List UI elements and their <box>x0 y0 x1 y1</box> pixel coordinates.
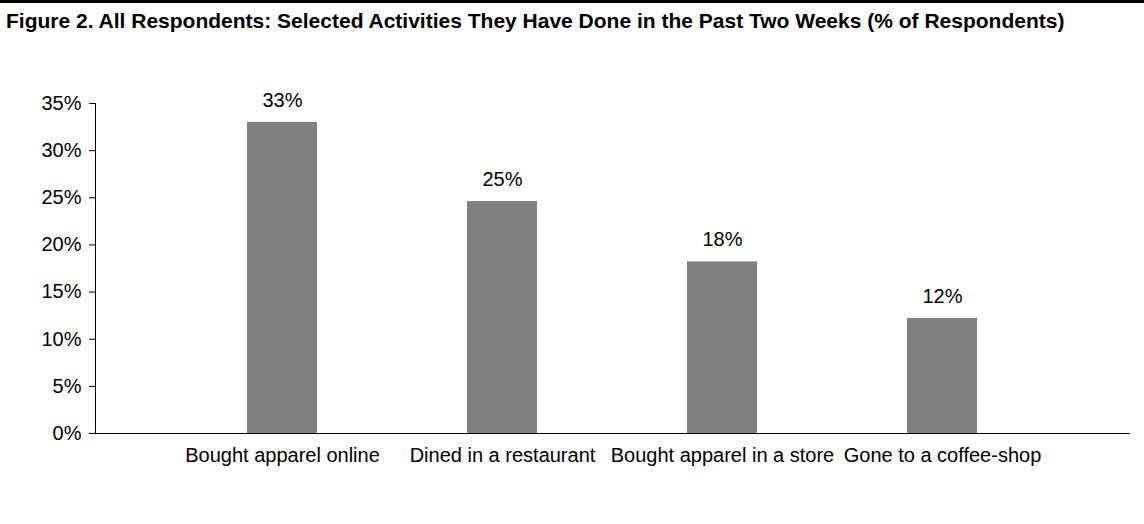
svg-text:30%: 30% <box>41 139 81 161</box>
svg-text:10%: 10% <box>41 328 81 350</box>
html-text:Figure 2. All Respondents: Sel: Figure 2. All Respondents: Selected Acti… <box>6 9 1065 32</box>
svg-text:25%: 25% <box>41 186 81 208</box>
svg-text:18%: 18% <box>702 228 742 250</box>
svg-text:0%: 0% <box>53 422 82 444</box>
svg-text:35%: 35% <box>41 92 81 114</box>
svg-text:15%: 15% <box>41 280 81 302</box>
svg-text:25%: 25% <box>482 168 522 190</box>
svg-text:Dined in a restaurant: Dined in a restaurant <box>410 444 596 466</box>
svg-text:20%: 20% <box>41 233 81 255</box>
svg-text:5%: 5% <box>53 375 82 397</box>
svg-text:33%: 33% <box>262 89 302 111</box>
svg-text:Bought apparel online: Bought apparel online <box>185 444 380 466</box>
svg-text:Bought apparel in a store: Bought apparel in a store <box>611 444 835 466</box>
svg-text:12%: 12% <box>922 285 962 307</box>
svg-text:Gone to a coffee-shop: Gone to a coffee-shop <box>844 444 1042 466</box>
